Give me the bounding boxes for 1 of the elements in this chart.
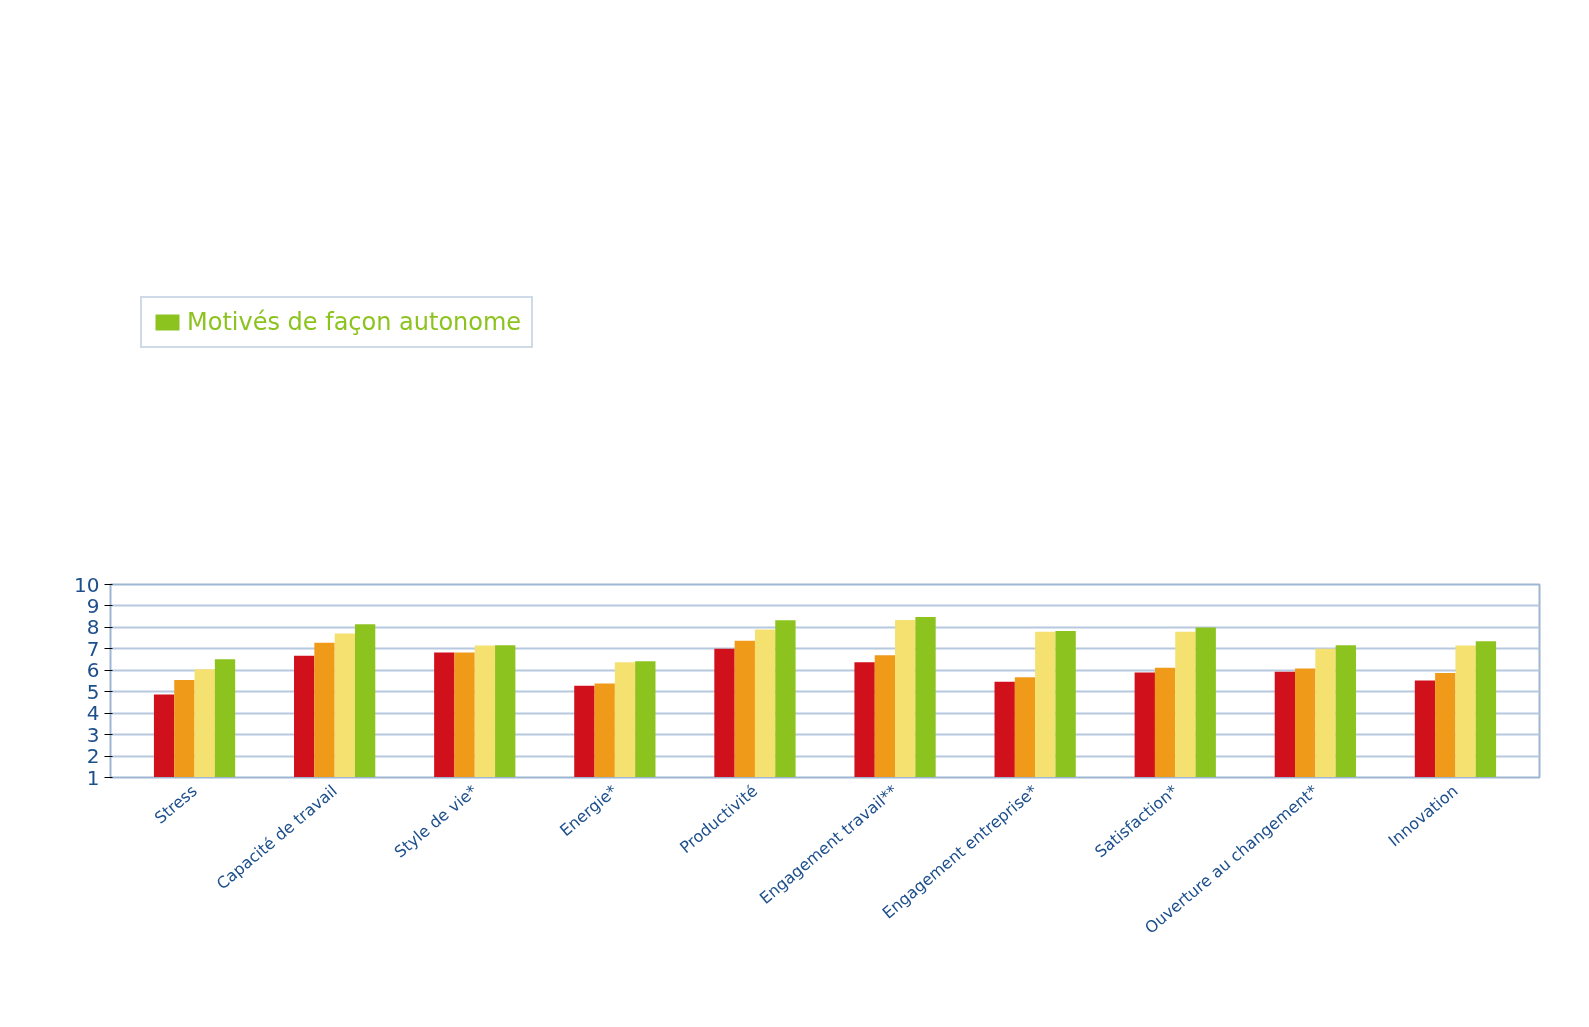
legend-label: Motivés de façon autonome bbox=[187, 308, 522, 336]
